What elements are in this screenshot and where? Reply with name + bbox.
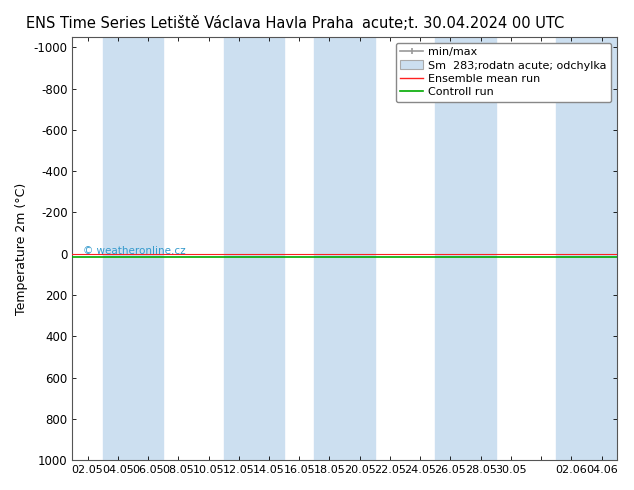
Bar	[103, 37, 163, 460]
Legend: min/max, Sm  283;rodatn acute; odchylka, Ensemble mean run, Controll run: min/max, Sm 283;rodatn acute; odchylka, …	[396, 43, 611, 102]
Text: acute;t. 30.04.2024 00 UTC: acute;t. 30.04.2024 00 UTC	[361, 16, 564, 31]
Y-axis label: Temperature 2m (°C): Temperature 2m (°C)	[15, 182, 28, 315]
Text: ENS Time Series Letiště Václava Havla Praha: ENS Time Series Letiště Václava Havla Pr…	[27, 16, 354, 31]
Bar	[314, 37, 375, 460]
Text: © weatheronline.cz: © weatheronline.cz	[83, 245, 186, 256]
Bar	[556, 37, 617, 460]
Bar	[436, 37, 496, 460]
Bar	[224, 37, 284, 460]
